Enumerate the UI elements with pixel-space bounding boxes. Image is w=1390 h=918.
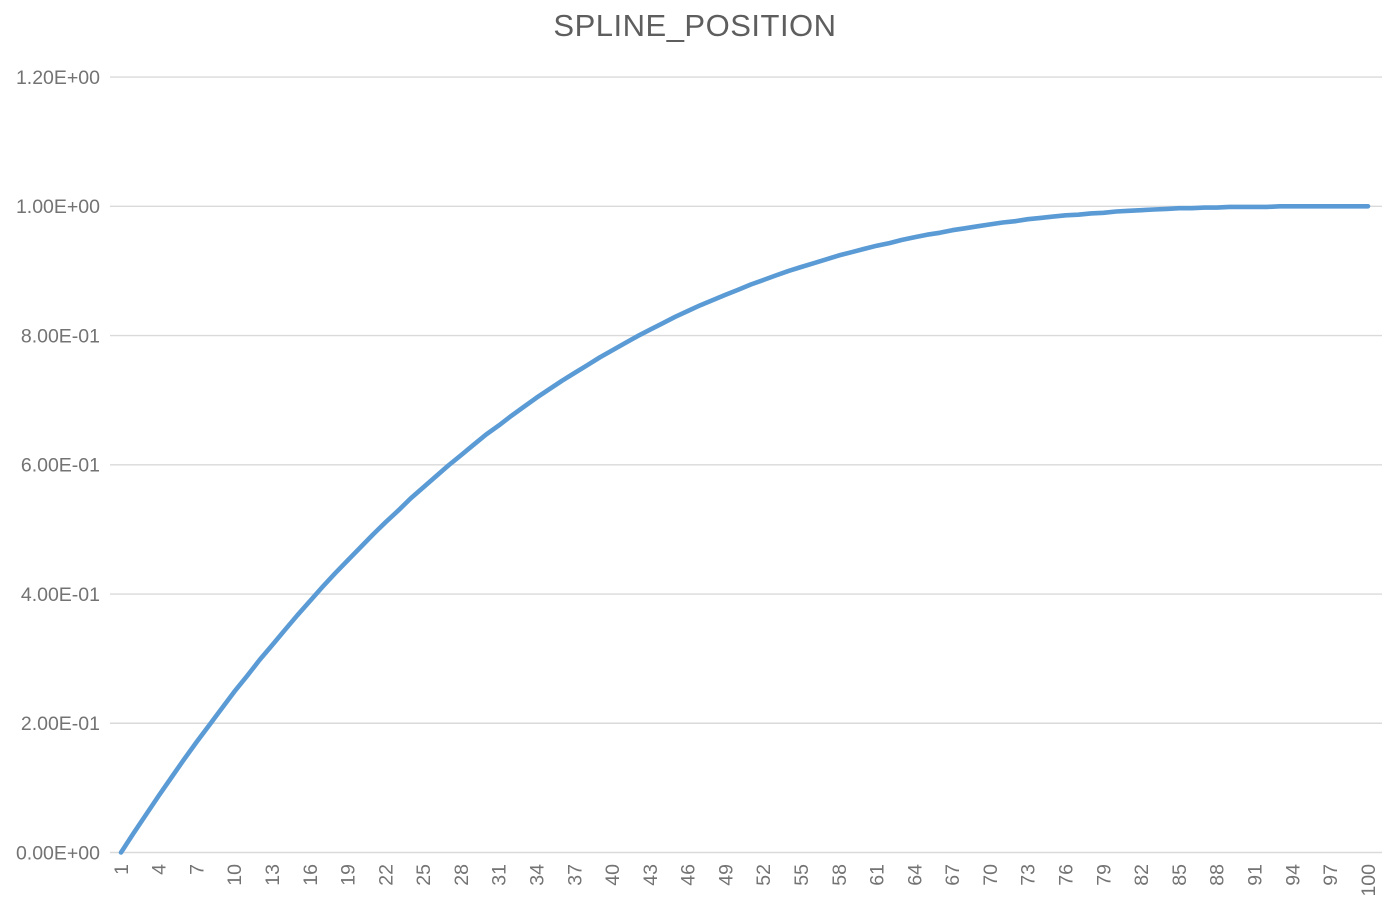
x-axis-label: 31: [489, 864, 511, 886]
y-axis-label: 1.00E+00: [16, 196, 100, 218]
x-axis-label: 91: [1244, 864, 1266, 886]
y-axis-label: 6.00E-01: [21, 455, 100, 477]
x-axis-label: 10: [224, 864, 246, 886]
x-axis-label: 52: [753, 864, 775, 886]
x-axis-label: 79: [1093, 864, 1115, 886]
series-line-spline-position: [118, 204, 1371, 855]
x-axis-label: 43: [640, 864, 662, 886]
x-axis-label: 34: [526, 864, 548, 886]
x-axis-label: 64: [904, 864, 926, 886]
y-axis-label: 4.00E-01: [21, 584, 100, 606]
y-axis-label: 1.20E+00: [16, 67, 100, 89]
x-axis-label: 49: [715, 864, 737, 886]
x-axis-label: 46: [678, 864, 700, 886]
chart-title: SPLINE_POSITION: [553, 8, 837, 43]
x-axis-label: 85: [1169, 864, 1191, 886]
x-axis-label: 16: [300, 864, 322, 886]
x-axis-label: 19: [338, 864, 360, 886]
x-axis-label: 28: [451, 864, 473, 886]
x-axis-label: 58: [829, 864, 851, 886]
x-axis-label: 70: [980, 864, 1002, 886]
x-axis-label: 100: [1358, 864, 1380, 897]
x-axis-label: 40: [602, 864, 624, 886]
x-axis-label: 67: [942, 864, 964, 886]
x-axis-label: 82: [1131, 864, 1153, 886]
x-axis-label: 76: [1056, 864, 1078, 886]
x-axis-label: 22: [375, 864, 397, 886]
x-axis-label: 1: [111, 864, 133, 875]
x-axis-label: 55: [791, 864, 813, 886]
y-axis-label: 8.00E-01: [21, 325, 100, 347]
x-axis-label: 61: [867, 864, 889, 886]
x-axis-label: 88: [1207, 864, 1229, 886]
x-axis-label: 4: [149, 864, 171, 875]
x-axis-label: 37: [564, 864, 586, 886]
x-axis-label: 94: [1282, 864, 1304, 886]
y-axis-label: 0.00E+00: [16, 842, 100, 864]
x-axis-label: 73: [1018, 864, 1040, 886]
x-axis-label: 7: [186, 864, 208, 875]
x-axis-label: 97: [1320, 864, 1342, 886]
x-axis-label: 13: [262, 864, 284, 886]
x-axis-label: 25: [413, 864, 435, 886]
y-axis-label: 2.00E-01: [21, 713, 100, 735]
